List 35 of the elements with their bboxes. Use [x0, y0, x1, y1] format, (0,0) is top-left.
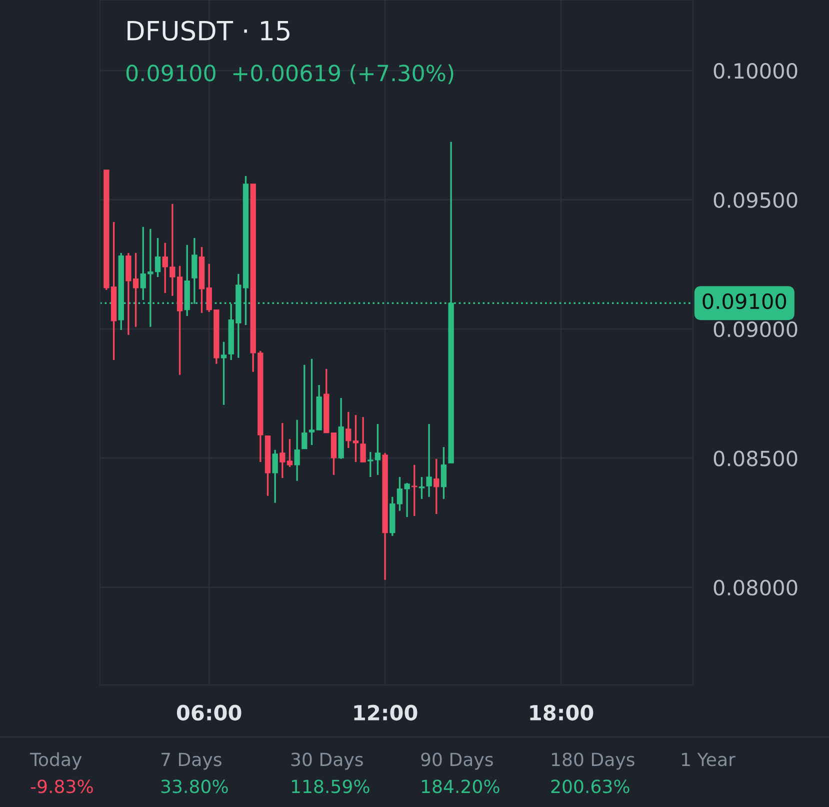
x-tick-label: 18:00: [530, 704, 594, 721]
text: 200.63%: [551, 780, 630, 794]
text: 33.80%: [161, 780, 228, 794]
text: 1 Year: [682, 752, 736, 766]
x-tick-label: 12:00: [354, 704, 418, 721]
text: -9.83%: [30, 780, 93, 794]
text: 0.09100 +0.00619 (+7.30%): [126, 64, 454, 84]
candlestick: [368, 451, 374, 478]
text: 7 Days: [161, 752, 222, 770]
text: 180 Days: [552, 752, 634, 770]
candlestick: [440, 446, 447, 500]
text: 184.20%: [422, 780, 500, 794]
text: 90 Days: [421, 752, 493, 770]
y-tick-label: 0.09000: [714, 321, 798, 338]
candlestick: [426, 423, 432, 498]
candlestick: [434, 458, 440, 515]
y-tick-label: 0.08000: [714, 580, 798, 596]
candlestick: [360, 416, 366, 463]
y-tick-label: 0.09500: [714, 192, 798, 208]
candlestick: [352, 414, 359, 463]
y-tick-label: 0.10000: [714, 62, 798, 79]
candlestick: [272, 449, 278, 504]
candlestick: [294, 419, 300, 482]
candlestick: [412, 464, 418, 517]
text: 30 Days: [291, 752, 363, 770]
candlestick: [346, 411, 352, 449]
text: Today: [30, 752, 82, 770]
candlestick: [220, 341, 227, 406]
text: 118.59%: [292, 780, 370, 794]
text: DFUSDT · 15: [128, 20, 290, 41]
x-tick-label: 06:00: [176, 704, 242, 721]
candlestick: [302, 364, 308, 450]
candlestick: [374, 423, 381, 476]
y-tick-label: 0.08500: [714, 450, 798, 466]
ref-line-label: 0.09100: [702, 293, 786, 310]
